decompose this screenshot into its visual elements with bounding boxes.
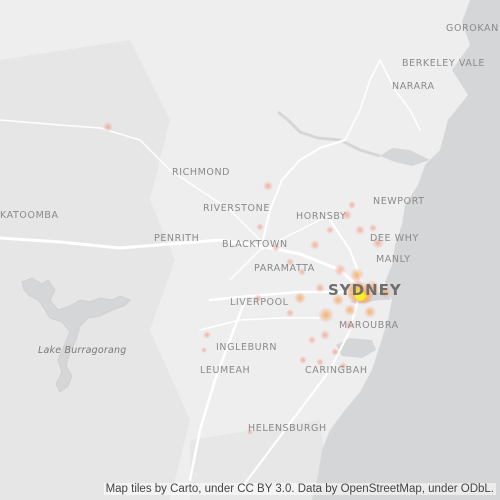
heat-point [339,362,347,370]
place-label-newport: NEWPORT [373,196,425,207]
heat-point [256,223,264,231]
bushland-west [0,40,190,500]
heat-point [315,283,325,293]
heat-point [247,429,253,435]
heat-point [103,122,113,132]
heat-point [203,331,211,339]
place-label-richmond: RICHMOND [172,167,231,178]
heat-point [379,286,391,298]
place-label-berkeley-vale: BERKELEY VALE [402,58,485,69]
place-label-liverpool: LIVERPOOL [230,297,289,308]
place-label-hornsby: HORNSBY [296,211,347,222]
botany-bay [336,338,376,358]
heat-point [310,240,320,250]
bushland-south [190,420,330,500]
heat-point [318,307,334,323]
place-label-riverstone: RIVERSTONE [203,203,270,214]
ocean [312,0,500,500]
place-label-blacktown: BLACKTOWN [222,239,288,250]
heat-point [320,330,330,340]
heat-point [372,237,384,249]
heat-point [326,226,334,234]
lake-burragorang-water [21,277,131,393]
place-label-caringbah: CARINGBAH [305,365,368,376]
heat-point [201,347,207,353]
place-label-katoomba: KATOOMBA [0,210,59,221]
heat-point [345,320,355,330]
heat-point [342,210,352,220]
heat-point [348,201,356,209]
place-label-maroubra: MAROUBRA [339,320,399,331]
heat-point [344,304,356,316]
heat-point [286,258,294,266]
heat-point [316,358,324,366]
heat-point [350,268,364,282]
place-label-paramatta: PARAMATTA [254,263,315,274]
heat-point [355,291,365,301]
heat-point [272,244,280,252]
heat-point [254,294,262,302]
heat-point [294,292,306,304]
broken-bay [380,148,430,166]
pittwater [400,200,412,232]
place-label-dee-why: DEE WHY [370,233,419,244]
place-label-manly: MANLY [376,254,411,265]
place-label-narara: NARARA [392,81,435,92]
place-label-helensburgh: HELENSBURGH [248,423,327,434]
heat-point [332,294,344,306]
place-label-ingleburn: INGLEBURN [216,342,278,353]
place-label-sydney: SYDNEY [328,281,402,299]
heat-point [286,309,294,317]
map-attribution[interactable]: Map tiles by Carto, under CC BY 3.0. Dat… [103,483,496,495]
heat-point [263,181,273,191]
heat-layer [103,122,391,435]
place-label-lake-burragorang: Lake Burragorang [38,345,127,356]
heat-point [364,306,376,318]
heat-point [334,264,346,276]
heat-point [355,225,365,235]
heat-point [369,224,377,232]
hawkesbury-river [277,110,381,158]
heat-point [331,348,339,356]
place-label-gorokan: GOROKAN [446,23,499,34]
heat-point [308,336,316,344]
heat-point [298,268,306,276]
place-label-leumeah: LEUMEAH [200,365,251,376]
place-label-penrith: PENRITH [154,233,200,244]
heat-point [299,356,307,364]
